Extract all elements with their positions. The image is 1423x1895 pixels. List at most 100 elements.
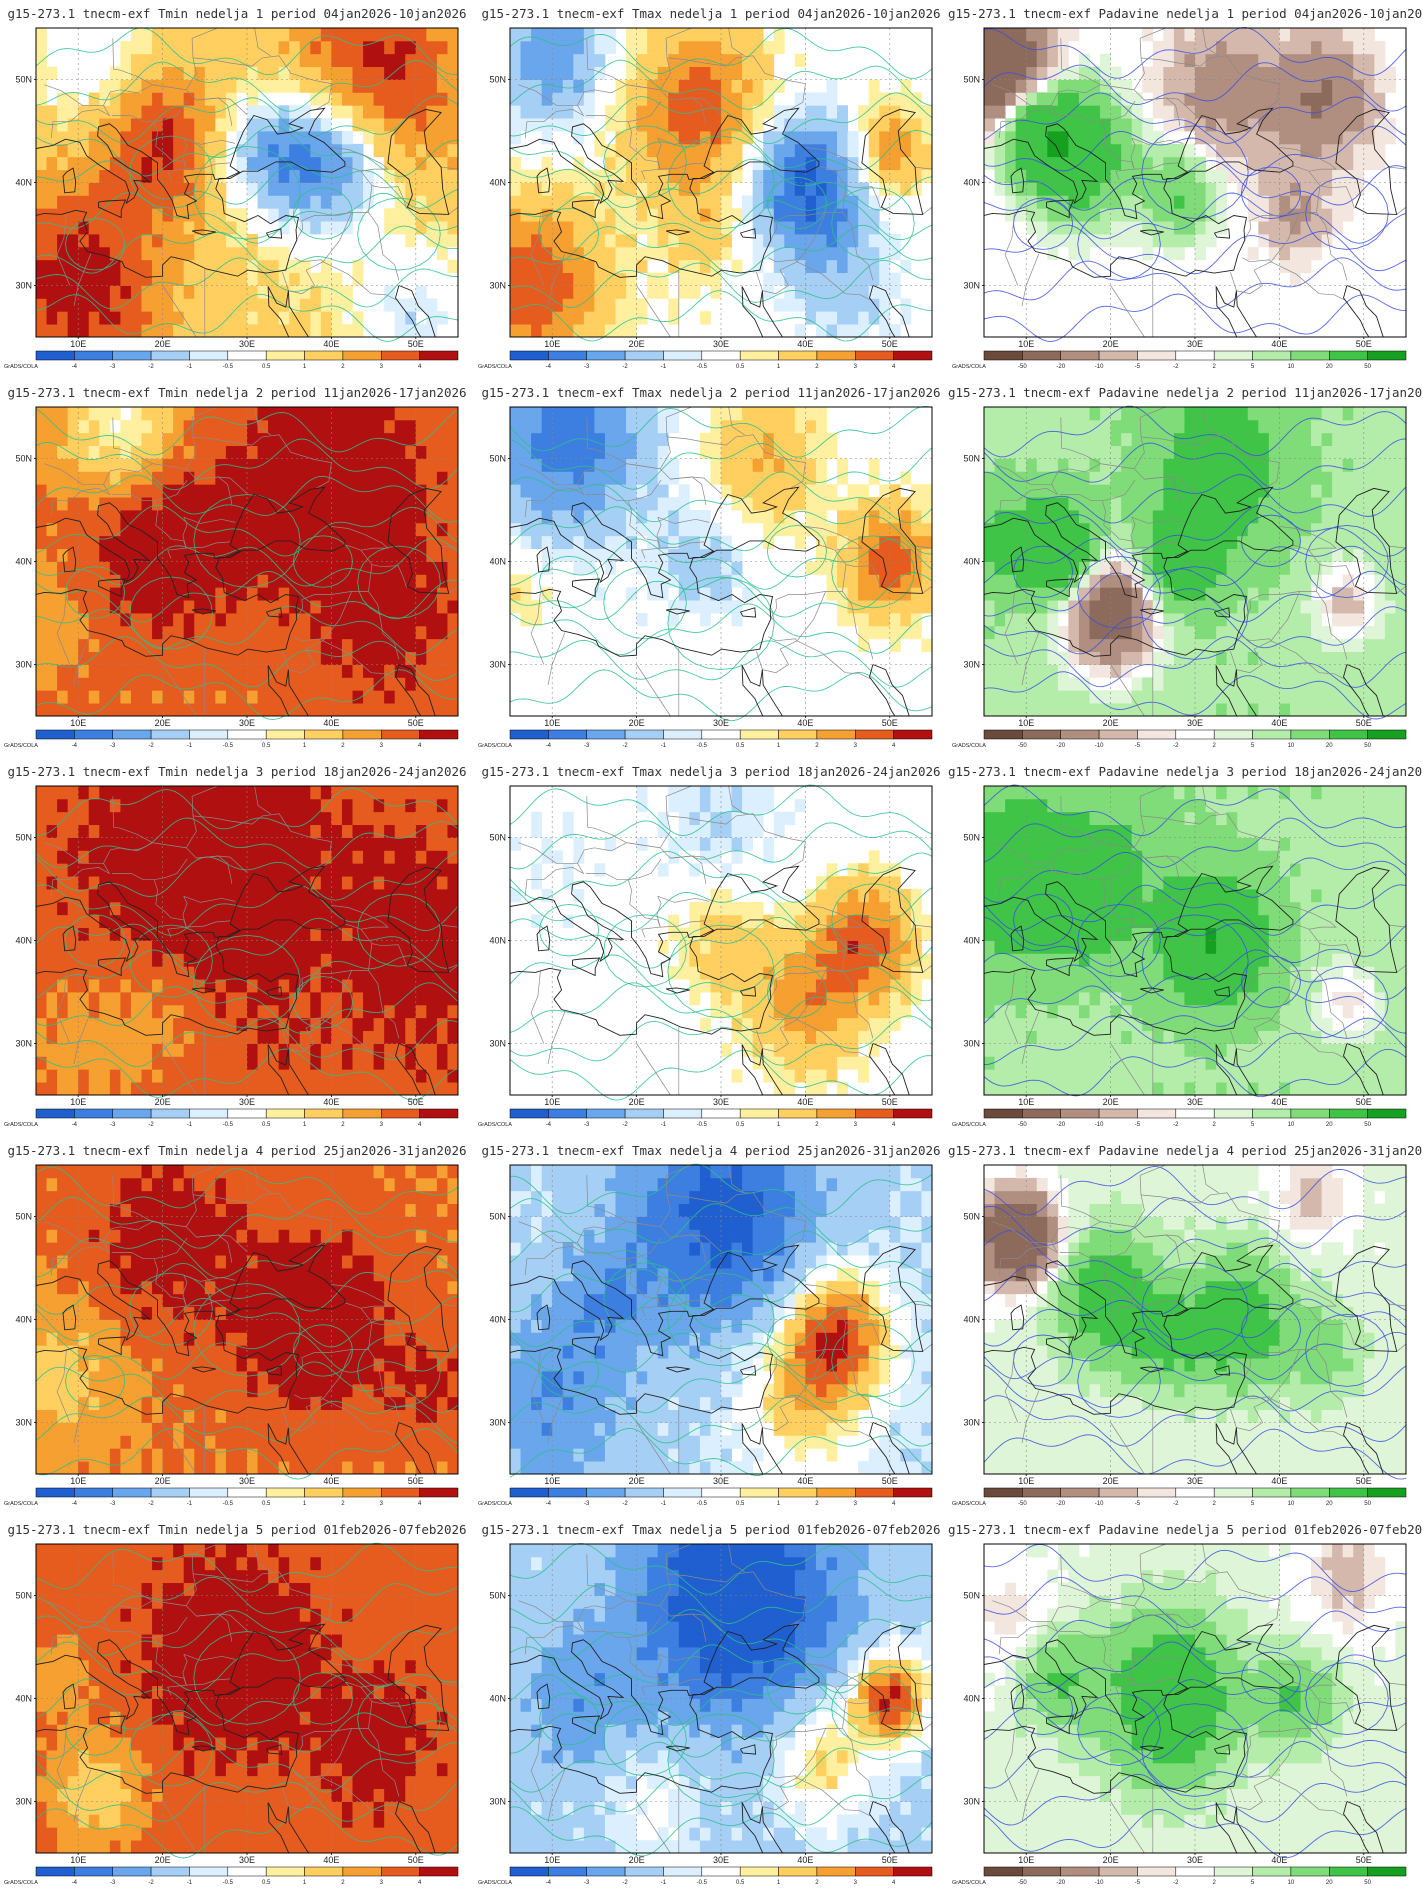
country-border	[915, 166, 932, 170]
field-cell	[268, 497, 280, 511]
field-cell	[215, 664, 227, 678]
field-cell	[1100, 105, 1111, 119]
field-cell	[752, 105, 764, 119]
field-cell	[699, 510, 711, 524]
field-cell	[78, 535, 90, 550]
field-cell	[668, 28, 680, 42]
field-cell	[1374, 432, 1386, 447]
field-cell	[678, 246, 690, 261]
field-cell	[1068, 79, 1080, 93]
field-cell	[130, 118, 142, 132]
field-cell	[436, 445, 448, 459]
field-cell	[615, 118, 627, 132]
country-border	[371, 564, 407, 588]
field-cell	[1173, 221, 1185, 235]
field-cell	[815, 143, 827, 158]
field-cell	[826, 484, 838, 498]
field-cell	[984, 66, 995, 80]
field-cell	[173, 272, 185, 286]
field-cell	[636, 484, 648, 498]
field-cell	[278, 221, 290, 235]
field-cell	[289, 79, 301, 93]
country-border	[547, 253, 566, 307]
field-cell	[552, 259, 564, 274]
field-cell	[1205, 79, 1217, 93]
field-cell	[1068, 458, 1080, 472]
field-cell	[1342, 690, 1354, 704]
field-cell	[289, 625, 301, 640]
field-cell	[826, 234, 838, 248]
field-cell	[1110, 510, 1122, 524]
isoline	[539, 207, 600, 261]
field-cell	[1205, 613, 1217, 627]
field-cell	[194, 28, 206, 42]
field-cell	[1163, 484, 1175, 498]
field-cell	[257, 703, 269, 717]
colorbar-label: 3	[380, 364, 384, 370]
field-cell	[889, 234, 901, 248]
field-cell	[1100, 613, 1111, 627]
field-cell	[1205, 105, 1217, 119]
field-cell	[668, 79, 680, 93]
field-cell	[900, 561, 912, 575]
field-cell	[405, 169, 417, 183]
field-cell	[657, 221, 669, 235]
field-cell	[847, 234, 859, 248]
field-cell	[36, 272, 47, 286]
field-cell	[604, 28, 616, 42]
country-border	[153, 500, 187, 559]
field-cell	[889, 182, 901, 196]
field-cell	[225, 613, 237, 627]
field-cell	[805, 458, 817, 472]
field-cell	[215, 246, 227, 261]
field-cell	[194, 510, 206, 524]
field-cell	[1100, 92, 1111, 106]
field-cell	[1332, 664, 1344, 678]
field-cell	[847, 285, 859, 299]
field-cell	[152, 664, 163, 678]
field-cell	[1026, 677, 1038, 691]
field-cell	[520, 118, 532, 132]
lon-label: 50E	[882, 339, 898, 349]
field-cell	[320, 53, 332, 68]
field-cell	[815, 311, 827, 325]
isoline	[831, 187, 915, 261]
field-cell	[278, 522, 290, 537]
field-cell	[531, 182, 543, 196]
field-cell	[615, 298, 627, 312]
field-cell	[225, 272, 237, 286]
field-cell	[173, 535, 185, 550]
field-cell	[257, 484, 269, 498]
field-cell	[594, 40, 606, 55]
field-cell	[363, 92, 374, 106]
field-cell	[162, 497, 174, 511]
field-cell	[668, 298, 680, 312]
field-cell	[994, 182, 1006, 196]
field-cell	[204, 651, 216, 665]
field-cell	[447, 143, 459, 158]
field-cell	[1100, 66, 1111, 80]
field-cell	[352, 40, 364, 55]
field-cell	[341, 298, 353, 312]
field-cell	[710, 272, 722, 286]
field-cell	[57, 664, 69, 678]
field-cell	[310, 419, 322, 434]
field-cell	[657, 432, 669, 447]
field-cell	[773, 182, 785, 196]
field-cell	[1026, 445, 1038, 459]
field-cell	[1089, 484, 1101, 498]
field-cell	[1258, 195, 1270, 209]
field-cell	[636, 510, 648, 524]
field-cell	[1384, 638, 1396, 653]
field-cell	[373, 118, 385, 132]
field-cell	[1195, 625, 1206, 640]
coastline	[267, 286, 310, 337]
field-cell	[384, 28, 396, 42]
field-cell	[541, 324, 553, 338]
field-cell	[120, 272, 132, 286]
field-cell	[289, 419, 301, 434]
colorbar-label: 4	[418, 364, 422, 370]
field-cell	[88, 651, 100, 665]
field-cell	[1258, 600, 1270, 614]
field-cell	[868, 259, 880, 274]
